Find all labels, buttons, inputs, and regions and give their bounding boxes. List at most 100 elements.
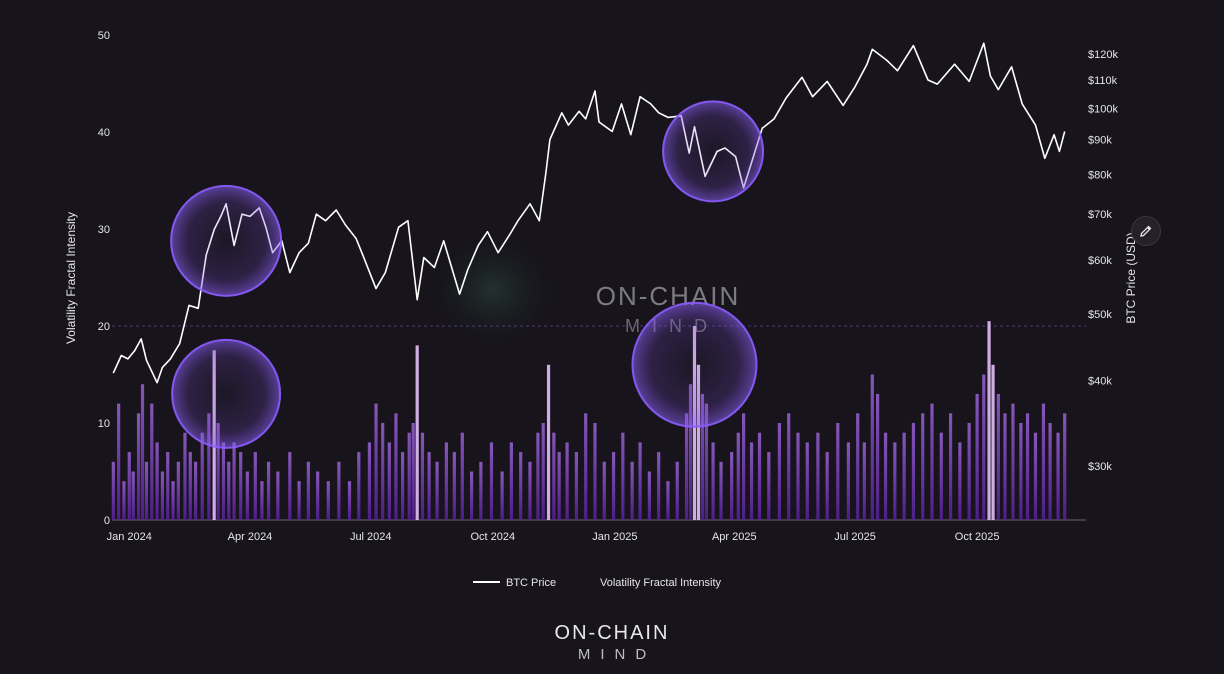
volatility-bar (127, 452, 131, 520)
volatility-bar (647, 471, 651, 520)
volatility-bar (171, 481, 175, 520)
y-left-axis-title: Volatility Fractal Intensity (64, 212, 78, 344)
volatility-bar (1019, 423, 1023, 520)
volatility-bar (394, 413, 398, 520)
volatility-bar (1003, 413, 1007, 520)
legend-label-volatility[interactable]: Volatility Fractal Intensity (600, 577, 722, 589)
volatility-bar (700, 393, 705, 520)
volatility-bar (166, 452, 170, 520)
volatility-bar (719, 461, 723, 520)
volatility-bar (316, 471, 320, 520)
x-tick-label: Jan 2024 (107, 531, 152, 543)
volatility-bar (479, 461, 483, 520)
volatility-bar (870, 374, 874, 520)
y-right-tick-label: $60k (1088, 255, 1112, 267)
volatility-bar (541, 423, 545, 520)
volatility-bar (188, 452, 192, 520)
volatility-bar (266, 461, 271, 520)
edit-button[interactable] (1131, 216, 1161, 246)
legend-label-btc-price[interactable]: BTC Price (506, 577, 556, 589)
y-right-tick-label: $90k (1088, 135, 1112, 147)
volatility-bar (796, 432, 800, 520)
volatility-bar (415, 345, 419, 520)
y-right-tick-label: $100k (1088, 103, 1118, 115)
x-tick-label: Apr 2025 (712, 531, 757, 543)
volatility-bar (846, 442, 851, 520)
volatility-bar (730, 452, 734, 520)
volatility-bar (767, 452, 771, 520)
volatility-bar (131, 471, 135, 520)
footer-brand-title: ON-CHAIN (554, 622, 670, 644)
volatility-bar (565, 442, 569, 520)
volatility-bar (221, 442, 226, 520)
volatility-bar (975, 393, 979, 520)
x-tick-label: Oct 2025 (955, 531, 1000, 543)
volatility-bar (150, 403, 154, 520)
chart-legend: BTC Price Volatility Fractal Intensity (473, 577, 722, 589)
volatility-bar (630, 461, 634, 520)
y-right-tick-label: $110k (1088, 75, 1118, 87)
volatility-bar (893, 442, 897, 520)
volatility-bar (509, 442, 513, 520)
volatility-bar (411, 423, 415, 520)
x-tick-label: Apr 2024 (228, 531, 273, 543)
volatility-bar (260, 481, 264, 520)
volatility-bar (666, 481, 670, 520)
volatility-bar (337, 461, 341, 520)
y-right-tick-label: $80k (1088, 170, 1112, 182)
x-tick-label: Jul 2024 (350, 531, 392, 543)
footer-brand: ON-CHAIN MIND (0, 622, 1224, 663)
volatility-bar (805, 442, 809, 520)
volatility-bar (367, 442, 372, 520)
volatility-bar (787, 413, 791, 520)
volatility-bar (374, 403, 378, 520)
volatility-bar (253, 452, 257, 520)
volatility-bar (991, 364, 995, 520)
volatility-bar (996, 393, 1000, 520)
volatility-bar (245, 471, 249, 520)
volatility-bar (546, 364, 551, 520)
volatility-bar (176, 461, 180, 520)
footer-brand-subtitle: MIND (577, 646, 657, 663)
volatility-bar (297, 481, 301, 520)
y-left-tick-label: 0 (104, 515, 110, 527)
volatility-bar (326, 481, 330, 520)
highlight-circle (170, 184, 283, 297)
volatility-bar (435, 461, 439, 520)
volatility-bar (948, 413, 953, 520)
volatility-bar (519, 452, 523, 520)
x-tick-label: Oct 2024 (470, 531, 515, 543)
volatility-bar (500, 471, 504, 520)
volatility-bar (444, 442, 448, 520)
volatility-bar (638, 442, 642, 520)
volatility-bar (987, 321, 991, 520)
volatility-bar (387, 442, 391, 520)
y-right-tick-label: $120k (1088, 49, 1118, 61)
volatility-bar (757, 432, 762, 520)
volatility-bar (1041, 403, 1046, 520)
volatility-bar (122, 481, 126, 520)
volatility-bar (711, 442, 715, 520)
volatility-bar (1056, 432, 1060, 520)
y-left-tick-label: 30 (98, 224, 110, 236)
volatility-bar (452, 452, 456, 520)
highlight-circle (631, 301, 758, 428)
volatility-bar (921, 413, 925, 520)
volatility-bar (232, 442, 236, 520)
volatility-bar (183, 432, 187, 520)
y-right-tick-label: $70k (1088, 209, 1112, 221)
volatility-bar (741, 413, 746, 520)
volatility-bar (155, 442, 159, 520)
volatility-bar (621, 432, 625, 520)
y-right-tick-label: $30k (1088, 461, 1112, 473)
volatility-bar (574, 452, 579, 520)
y-right-tick-label: $40k (1088, 375, 1112, 387)
volatility-bar (489, 442, 494, 520)
volatility-bar (704, 403, 709, 520)
highlight-circle (662, 100, 765, 203)
volatility-bar (856, 413, 860, 520)
watermark-brain-icon (438, 240, 548, 340)
volatility-bar (816, 432, 820, 520)
